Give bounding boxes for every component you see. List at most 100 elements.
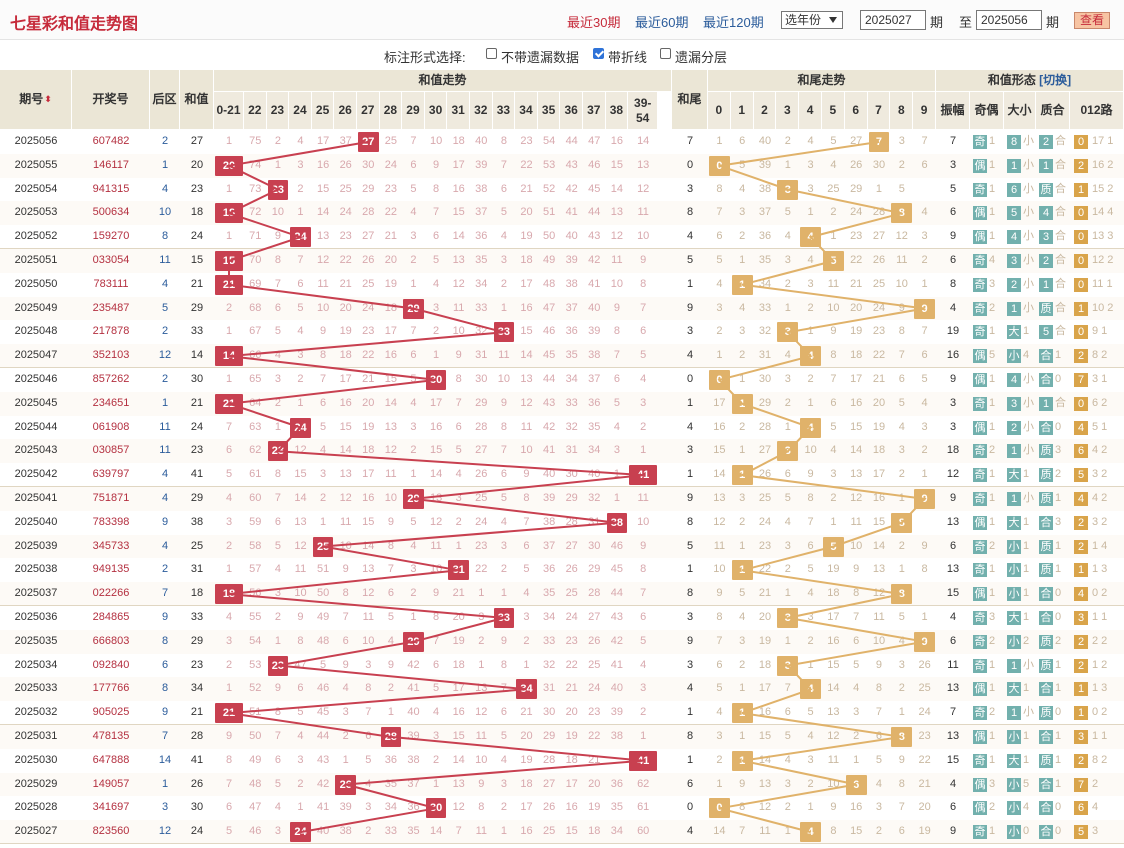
sum-missing-cell: 25 [588,658,601,671]
back-zone-cell: 1 [161,396,169,409]
sum-missing-cell: 5 [500,206,507,219]
tail-missing-cell: 1 [716,135,723,147]
tail-missing-cell: 5 [853,658,860,671]
tail-cell: 8 [686,515,694,528]
to-period-input[interactable]: 2025056 [976,10,1042,30]
sum-missing-cell: 8 [297,634,304,647]
prime-cell-missing: 1 [1055,730,1062,742]
road-tag: 5 [1074,825,1088,840]
tail-missing-cell: 5 [716,682,723,695]
sum-missing-cell: 9 [500,396,507,409]
tail-mark: 8 [891,727,913,747]
tail-col-header: 4 [799,92,822,130]
tail-mark: 4 [800,346,821,367]
recent120-link[interactable]: 最近120期 [703,15,764,30]
size-cell-tag: 大 [1007,468,1021,483]
sum-missing-cell: 68 [249,301,262,314]
sum-missing-cell: 38 [565,277,578,290]
prime-cell-tag: 4 [1039,206,1053,221]
tail-missing-cell: 1 [784,301,791,314]
tail-missing-cell: 2 [784,801,791,814]
amplitude-cell: 13 [946,515,960,528]
sum-missing-cell: 55 [249,611,262,623]
sum-missing-cell: 48 [316,634,330,647]
sum-missing-cell: 60 [249,492,262,504]
sum-cell: 41 [190,753,204,766]
prime-cell-tag: 质 [1039,468,1053,483]
sum-missing-cell: 70 [249,254,262,266]
parity-cell-tag: 奇 [973,468,987,483]
from-period-input[interactable]: 2025027 [860,10,926,30]
tail-missing-cell: 3 [853,706,860,719]
sum-missing-cell: 1 [225,135,233,147]
sum-missing-cell: 4 [225,492,233,504]
missing-layer-label[interactable]: 遗漏分层 [675,50,728,65]
sum-missing-cell: 3 [410,420,417,433]
road-missing: 1 3 [1092,563,1108,576]
sum-col-header: 0-21 [214,92,244,130]
sum-missing-cell: 3 [500,777,507,790]
tail-missing-cell: 8 [739,801,746,814]
no-missing-label[interactable]: 不带遗漏数据 [501,50,580,65]
period-header[interactable]: 期号 ⬍ [0,70,72,130]
sum-missing-cell: 36 [542,563,556,576]
sum-missing-cell: 1 [225,182,233,195]
polyline-label[interactable]: 带折线 [608,50,648,65]
period-cell: 2025032 [14,706,58,719]
amplitude-cell: 6 [949,206,957,219]
year-select[interactable]: 选年份 [781,11,843,29]
sum-missing-cell: 18 [565,753,578,766]
tail-missing-cell: 16 [713,420,726,433]
sum-missing-cell: 6 [613,373,620,385]
prime-cell-tag: 质 [1039,182,1053,197]
draw-number-cell: 941315 [92,182,130,195]
tail-missing-cell: 10 [804,444,817,457]
tail-cell: 3 [686,444,694,457]
sum-missing-cell: 17 [384,325,398,338]
sum-missing-cell: 21 [520,182,533,195]
tail-missing-cell: 39 [758,158,772,171]
sum-missing-cell: 5 [274,325,281,338]
amplitude-cell: 3 [949,396,957,409]
recent30-link[interactable]: 最近30期 [567,15,621,30]
tail-missing-cell: 6 [921,349,928,362]
tail-missing-cell: 3 [807,277,814,290]
sum-missing-cell: 1 [410,468,417,481]
no-missing-checkbox[interactable] [486,48,497,59]
back-zone-cell: 2 [161,563,169,576]
size-cell-tag: 小 [1007,801,1021,816]
period-cell: 2025038 [14,563,58,576]
recent60-link[interactable]: 最近60期 [635,15,689,30]
sum-missing-cell: 54 [249,634,262,647]
sum-missing-cell: 7 [342,611,349,623]
switch-link[interactable]: [切换] [1035,73,1072,87]
tail-missing-cell: 15 [850,420,863,433]
sum-missing-cell: 13 [339,468,352,481]
prime-cell-tag: 合 [1039,730,1053,744]
tail-missing-cell: 23 [872,325,886,338]
sum-missing-cell: 7 [274,730,281,742]
prime-cell-tag: 质 [1039,301,1053,316]
tail-missing-cell: 19 [827,563,840,576]
missing-layer-checkbox[interactable] [660,48,671,59]
polyline-checkbox[interactable] [593,48,604,59]
tail-missing-cell: 6 [853,634,860,647]
tail-missing-cell: 17 [713,396,726,409]
tail-cell: 7 [686,135,694,147]
sum-col-label: 0-21 [216,103,241,117]
tail-missing-cell: 5 [898,182,905,195]
tail-missing-cell: 2 [784,563,791,576]
query-button[interactable]: 查看 [1074,12,1110,29]
tail-cell: 3 [686,611,694,623]
sort-icon[interactable]: ⬍ [44,94,52,104]
sum-missing-cell: 3 [225,634,233,647]
sum-missing-cell: 7 [455,396,462,409]
sum-missing-cell: 15 [610,158,624,171]
tail-missing-cell: 3 [784,777,791,790]
tail-missing-cell: 2 [807,373,814,385]
prime-cell-missing: 2 [1055,634,1062,647]
road-tag: 3 [1074,611,1088,625]
